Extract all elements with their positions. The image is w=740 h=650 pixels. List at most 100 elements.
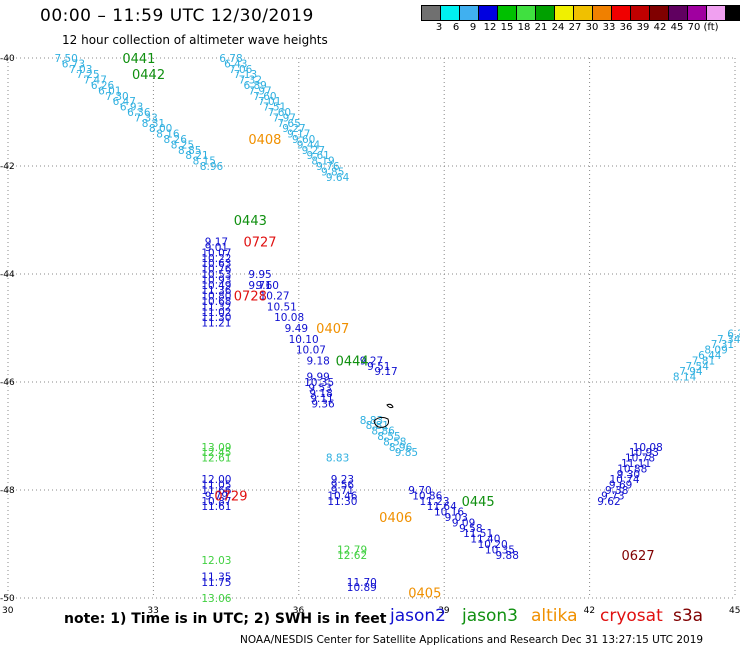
swh-value-label: 11.02	[201, 307, 231, 319]
swh-value-label: 7.60	[253, 91, 276, 103]
swh-value-label: 9.51	[367, 361, 390, 373]
swh-value-label: 8.16	[156, 129, 180, 141]
swh-value-label: 11.51	[463, 528, 493, 540]
swh-value-label: 9.60	[256, 280, 279, 292]
swh-value-label: 10.76	[201, 264, 231, 276]
lat-tick-label: -50	[0, 594, 15, 604]
pass-time-label: 0445	[462, 495, 495, 510]
swh-value-label: 7.47	[84, 75, 107, 87]
pass-time-label: 0405	[408, 587, 441, 602]
swh-value-label: 10.46	[327, 490, 357, 502]
swh-value-label: 10.10	[289, 334, 319, 346]
swh-value-label: 11.21	[201, 318, 231, 330]
swh-value-label: 12.45	[201, 447, 231, 459]
swh-value-label: 9.70	[408, 485, 431, 497]
swh-value-label: 8.14	[673, 372, 697, 384]
swh-value-label: 9.58	[459, 523, 482, 535]
swh-value-label: 9.27	[360, 355, 383, 367]
legend-cryosat: cryosat	[600, 606, 663, 626]
swh-value-label: 6.36	[127, 107, 151, 119]
swh-value-label: 10.63	[201, 258, 231, 270]
swh-value-label: 9.18	[306, 355, 329, 367]
swh-value-label: 8.00	[149, 123, 172, 135]
credit-text: NOAA/NESDIS Center for Satellite Applica…	[240, 634, 704, 646]
swh-value-label: 11.30	[327, 496, 357, 508]
swh-value-label: 9.44	[297, 139, 321, 151]
colorbar-swatch	[573, 5, 593, 21]
colorbar-swatch	[421, 5, 441, 21]
swh-value-label: 9.85	[321, 166, 344, 178]
swh-value-label: 9.01	[205, 242, 228, 254]
swh-value-label: 8.58	[383, 436, 406, 448]
swh-value-label: 7.94	[679, 366, 703, 378]
colorbar	[421, 5, 740, 21]
swh-value-label: 10.35	[485, 544, 515, 556]
lon-tick-label: 30	[2, 606, 14, 616]
swh-value-label: 8.26	[164, 134, 188, 146]
swh-value-label: 9.18	[309, 388, 332, 400]
swh-value-label: 11.40	[470, 534, 500, 546]
swh-value-label: 10.27	[260, 291, 290, 303]
swh-value-label: 6.78	[219, 53, 242, 65]
swh-value-label: 10.53	[201, 269, 231, 281]
swh-value-label: 9.09	[452, 517, 475, 529]
swh-value-label: 11.30	[201, 312, 231, 324]
island-outline	[386, 403, 394, 409]
swh-value-label: 7.32	[239, 75, 262, 87]
colorbar-swatch	[459, 5, 479, 21]
swh-value-label: 9.17	[287, 129, 310, 141]
swh-value-label: 10.86	[412, 490, 442, 502]
colorbar-swatch	[687, 5, 707, 21]
colorbar-label: 30	[585, 22, 599, 33]
colorbar-label: 42	[653, 22, 667, 33]
pass-time-label: 0407	[316, 322, 349, 337]
colorbar-swatch	[497, 5, 517, 21]
swh-value-label: 7.97	[248, 85, 271, 97]
colorbar-label: 70	[687, 22, 701, 33]
swh-value-label: 8.25	[171, 139, 194, 151]
pass-time-label: 0444	[336, 354, 369, 369]
colorbar-swatch	[478, 5, 498, 21]
lon-tick-label: 45	[729, 606, 740, 616]
lat-tick-label: -46	[0, 378, 15, 388]
swh-value-label: 6.44	[698, 350, 722, 362]
swh-value-label: 11.32	[201, 301, 231, 313]
swh-value-label: 9.62	[597, 496, 620, 508]
swh-value-label: 12.03	[201, 555, 231, 567]
pass-time-label: 0441	[122, 52, 155, 67]
colorbar-swatch	[535, 5, 555, 21]
swh-value-label: 7.01	[258, 96, 281, 108]
colorbar-label: 18	[517, 22, 531, 33]
swh-value-label: 8.83	[326, 453, 349, 465]
colorbar-swatch	[440, 5, 460, 21]
note-text: note: 1) Time is in UTC; 2) SWH is in fe…	[64, 611, 387, 627]
swh-value-label: 9.17	[374, 366, 397, 378]
swh-value-label: 9.56	[331, 480, 355, 492]
swh-value-label: 12.61	[201, 453, 231, 465]
swh-value-label: 10.78	[625, 453, 655, 465]
colorbar-swatch	[668, 5, 688, 21]
lon-tick-label: 42	[584, 606, 595, 616]
swh-value-label: 9.38	[605, 485, 628, 497]
swh-value-label: 8.83	[360, 415, 383, 427]
colorbar-swatch	[592, 5, 612, 21]
swh-value-label: 8.85	[178, 145, 201, 157]
lat-tick-label: -48	[0, 486, 15, 496]
colorbar-label: 24	[551, 22, 565, 33]
swh-value-label: 9.23	[331, 474, 354, 486]
colorbar-label: 15	[500, 22, 514, 33]
pass-time-label: 0728	[234, 290, 267, 305]
swh-value-label: 11.36	[201, 285, 231, 297]
swh-value-label: 11.66	[201, 485, 231, 497]
swh-value-label: 9.95	[248, 269, 271, 281]
lat-tick-label: -42	[0, 162, 15, 172]
swh-value-label: 10.89	[347, 582, 377, 594]
swh-value-label: 10.16	[434, 507, 464, 519]
colorbar-swatch	[725, 5, 740, 21]
colorbar-label: (ft)	[703, 22, 719, 33]
lon-tick-label: 33	[147, 606, 158, 616]
colorbar-label: 6	[452, 22, 460, 33]
swh-value-label: 9.73	[601, 490, 624, 502]
lat-tick-label: -40	[0, 54, 15, 64]
